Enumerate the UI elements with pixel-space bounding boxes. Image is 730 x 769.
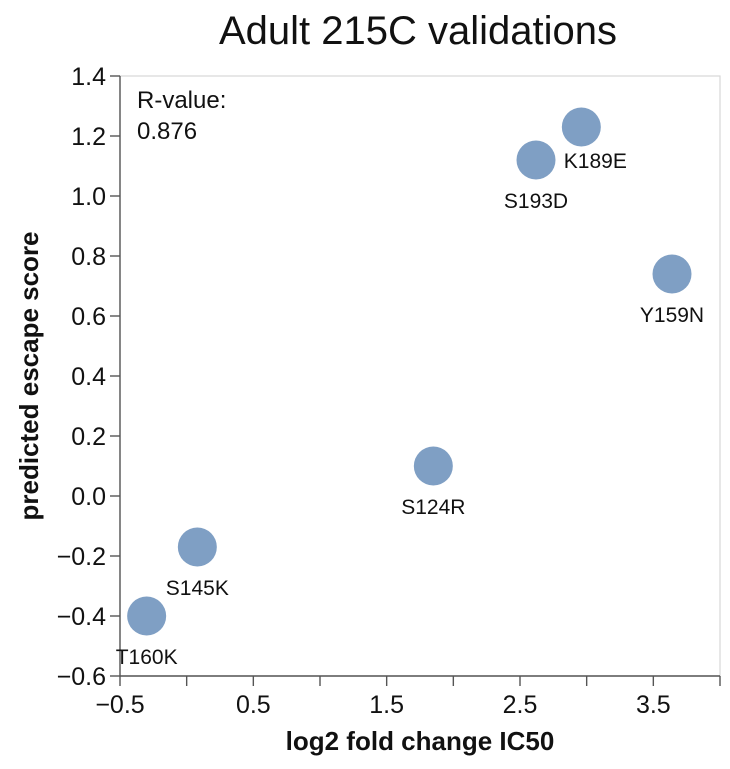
x-tick-label: −0.5 bbox=[95, 691, 144, 719]
point-label-y159n: Y159N bbox=[640, 304, 704, 327]
y-tick-label: 0.0 bbox=[71, 483, 106, 511]
y-tick-label: 1.0 bbox=[71, 183, 106, 211]
point-label-s193d: S193D bbox=[504, 190, 568, 213]
data-point-s145k bbox=[178, 528, 217, 567]
r-value-number: 0.876 bbox=[137, 118, 197, 145]
data-point-t160k bbox=[127, 597, 166, 636]
data-point-s124r bbox=[414, 447, 453, 486]
y-tick-label: 0.4 bbox=[71, 363, 106, 391]
x-axis-title: log2 fold change IC50 bbox=[286, 726, 555, 756]
y-tick-label: −0.4 bbox=[57, 603, 106, 631]
point-label-s145k: S145K bbox=[166, 577, 229, 600]
x-tick-label: 2.5 bbox=[503, 691, 538, 719]
r-value-label: R-value: bbox=[137, 87, 226, 114]
y-axis-title: predicted escape score bbox=[14, 231, 44, 520]
y-tick-label: 0.6 bbox=[71, 303, 106, 331]
x-tick-label: 0.5 bbox=[236, 691, 271, 719]
y-tick-label: 0.2 bbox=[71, 423, 106, 451]
data-point-y159n bbox=[653, 255, 692, 294]
data-points-layer bbox=[127, 108, 691, 636]
point-label-t160k: T160K bbox=[116, 646, 178, 669]
point-labels-layer: T160K S145K S124R S193D K189E Y159N bbox=[116, 150, 704, 669]
data-point-k189e bbox=[562, 108, 601, 147]
x-tick-label: 3.5 bbox=[636, 691, 671, 719]
chart-title: Adult 215C validations bbox=[219, 9, 617, 53]
x-tick-label: 1.5 bbox=[369, 691, 404, 719]
y-tick-label: −0.6 bbox=[57, 663, 106, 691]
y-tick-label: 1.2 bbox=[71, 123, 106, 151]
y-tick-label: 1.4 bbox=[71, 63, 106, 91]
y-tick-label: 0.8 bbox=[71, 243, 106, 271]
point-label-s124r: S124R bbox=[401, 496, 465, 519]
point-label-k189e: K189E bbox=[564, 150, 627, 173]
y-tick-label: −0.2 bbox=[57, 543, 106, 571]
data-point-s193d bbox=[517, 141, 556, 180]
